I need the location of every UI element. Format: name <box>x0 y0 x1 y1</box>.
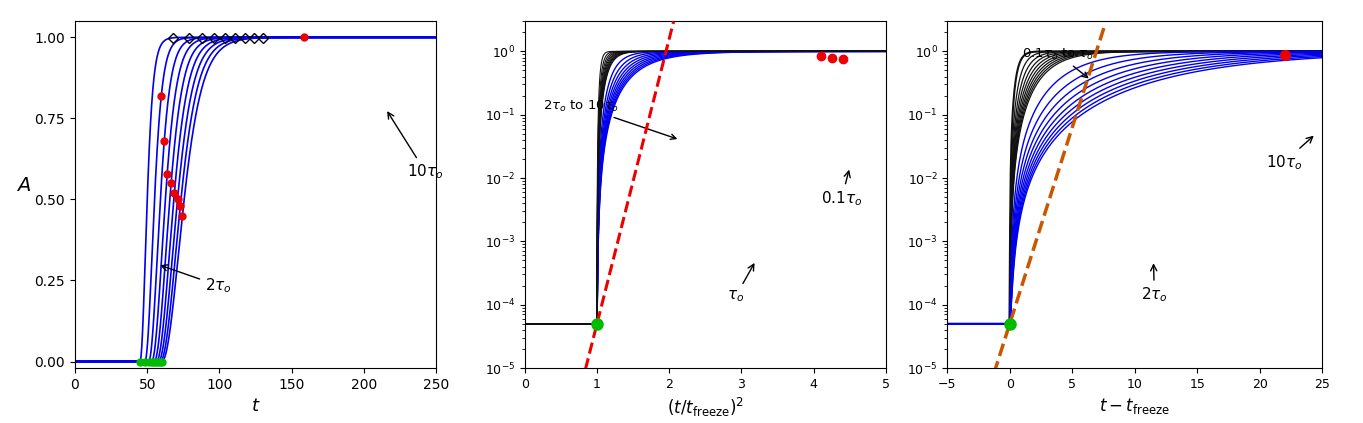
X-axis label: $t$: $t$ <box>251 397 260 415</box>
Text: $2\tau_o$: $2\tau_o$ <box>1141 265 1168 305</box>
Text: $0.1\tau_o$: $0.1\tau_o$ <box>821 171 863 208</box>
Text: $2\tau_o$ to $10\tau_o$: $2\tau_o$ to $10\tau_o$ <box>542 99 676 139</box>
Y-axis label: $A$: $A$ <box>16 176 31 195</box>
X-axis label: $t - t_{\rm freeze}$: $t - t_{\rm freeze}$ <box>1099 396 1171 416</box>
Text: $10\tau_o$: $10\tau_o$ <box>1266 137 1313 172</box>
Text: $\tau_o$: $\tau_o$ <box>726 264 754 305</box>
Text: $10\tau_o$: $10\tau_o$ <box>388 113 444 181</box>
X-axis label: $(t/t_{\rm freeze})^2$: $(t/t_{\rm freeze})^2$ <box>667 396 744 419</box>
Text: $2\tau_o$: $2\tau_o$ <box>161 265 232 295</box>
Text: $0.1\tau_o$ to $\tau_o$: $0.1\tau_o$ to $\tau_o$ <box>1022 47 1094 77</box>
